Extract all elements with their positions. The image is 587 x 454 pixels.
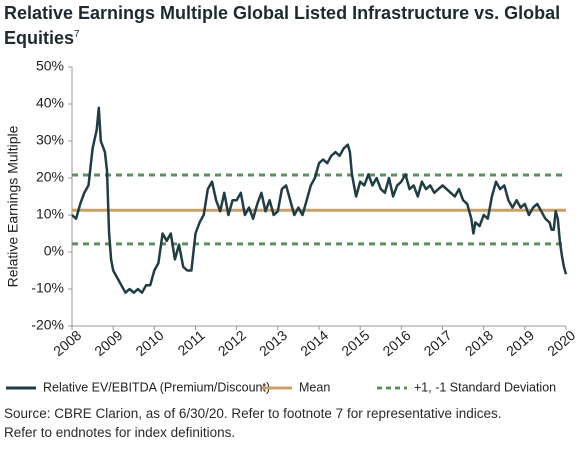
y-tick-label: -20%: [31, 317, 64, 333]
x-tick-label: 2014: [297, 327, 331, 359]
y-tick-label: -10%: [31, 280, 64, 296]
y-axis-label: Relative Earnings Multiple: [5, 125, 21, 287]
legend-label: Relative EV/EBITDA (Premium/Discount): [43, 380, 270, 394]
x-tick-label: 2010: [132, 327, 166, 359]
title-text: Relative Earnings Multiple Global Listed…: [4, 3, 561, 48]
y-tick-label: 10%: [36, 206, 64, 222]
y-tick-label: 30%: [36, 132, 64, 148]
x-tick-label: 2019: [503, 327, 537, 359]
x-tick-label: 2009: [91, 327, 125, 359]
legend-label: +1, -1 Standard Deviation: [414, 380, 556, 394]
x-tick-label: 2017: [421, 327, 455, 359]
legend-label: Mean: [299, 380, 330, 394]
y-tick-label: 20%: [36, 169, 64, 185]
source-line: Refer to endnotes for index definitions.: [4, 425, 236, 440]
source-note: Source: CBRE Clarion, as of 6/30/20. Ref…: [4, 404, 584, 442]
y-tick-label: 0%: [44, 243, 64, 259]
title-footnote: 7: [74, 29, 80, 40]
x-tick-label: 2015: [338, 327, 372, 359]
x-tick-label: 2018: [462, 327, 496, 359]
y-tick-label: 50%: [36, 58, 64, 74]
x-tick-label: 2016: [379, 327, 413, 359]
chart-title: Relative Earnings Multiple Global Listed…: [4, 2, 564, 49]
data-line: [71, 106, 568, 294]
x-tick-label: 2020: [544, 327, 578, 359]
x-tick-label: 2011: [174, 327, 208, 359]
x-tick-label: 2013: [256, 327, 290, 359]
x-tick-label: 2012: [215, 327, 249, 359]
source-line: Source: CBRE Clarion, as of 6/30/20. Ref…: [4, 406, 502, 421]
y-tick-label: 40%: [36, 95, 64, 111]
